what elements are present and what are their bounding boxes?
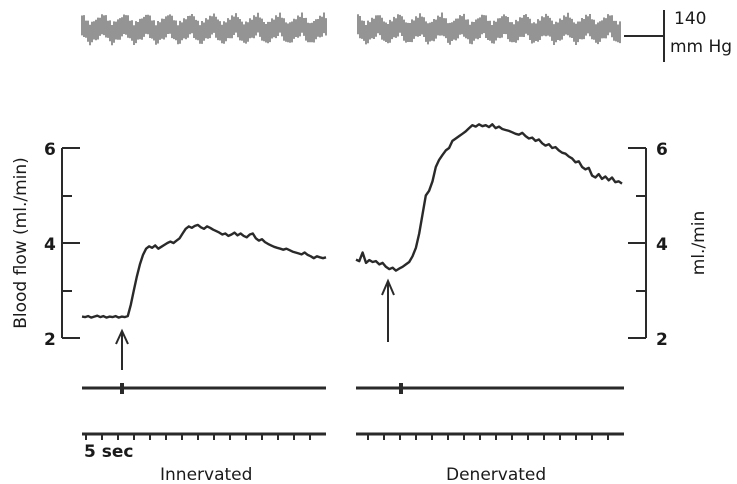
right-ytick-6: 6 [656, 140, 668, 160]
pressure-scale-bar [624, 10, 665, 62]
pressure-scale-value: 140 [674, 9, 706, 29]
bp-trace-segment [81, 12, 327, 46]
left-ytick-4: 4 [44, 235, 56, 255]
signal-line-denervated [356, 383, 624, 394]
panel-label-innervated: Innervated [160, 465, 252, 484]
flow-trace-innervated [81, 223, 327, 319]
time-line-denervated [356, 432, 624, 440]
stimulus-arrow-denervated [381, 278, 395, 342]
right-y-axis [628, 147, 647, 339]
panel-label-denervated: Denervated [446, 465, 546, 484]
left-ytick-2: 2 [44, 330, 56, 350]
signal-line-innervated [82, 383, 326, 394]
time-line-innervated [82, 432, 326, 440]
bp-trace-segment [357, 12, 621, 45]
flow-trace-denervated [355, 123, 623, 272]
pressure-scale-unit: mm Hg [670, 37, 732, 57]
bp-trace-innervated [81, 12, 327, 46]
left-y-axis [61, 147, 80, 339]
left-y-axis-label: Blood flow (ml./min) [11, 157, 31, 329]
time-marker-label: 5 sec [84, 442, 133, 462]
bp-trace-denervated [357, 12, 621, 45]
left-ytick-6: 6 [44, 140, 56, 160]
right-ytick-2: 2 [656, 330, 668, 350]
right-ytick-4: 4 [656, 235, 668, 255]
right-y-axis-label: ml./min [689, 211, 709, 275]
stimulus-arrow-innervated [115, 328, 129, 370]
